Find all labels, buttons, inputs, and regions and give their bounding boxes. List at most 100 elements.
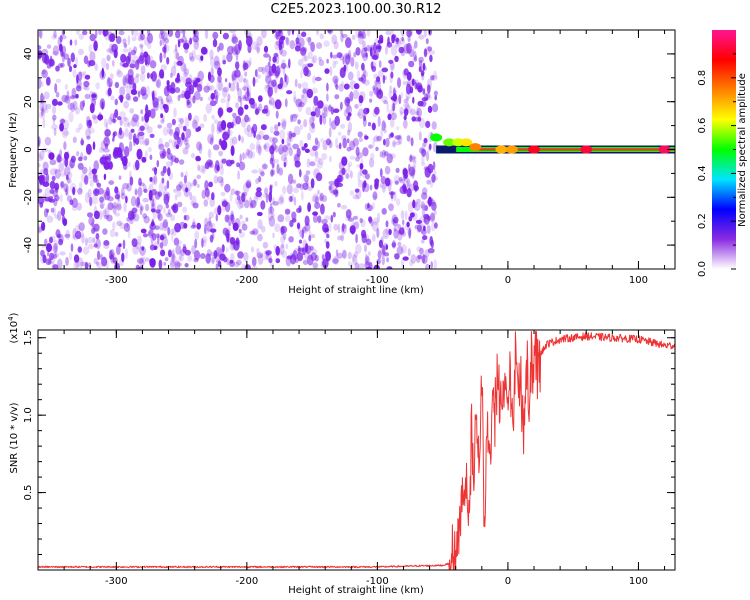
- noise-speckle: [343, 224, 347, 229]
- noise-speckle: [239, 231, 245, 238]
- noise-speckle: [206, 249, 212, 257]
- noise-speckle: [207, 134, 214, 145]
- noise-speckle: [84, 237, 88, 247]
- noise-speckle: [391, 240, 396, 249]
- noise-speckle: [107, 76, 111, 84]
- noise-speckle: [156, 78, 162, 89]
- noise-speckle: [160, 113, 164, 119]
- noise-speckle: [51, 261, 55, 269]
- noise-speckle: [274, 145, 279, 153]
- noise-speckle: [286, 90, 293, 95]
- noise-speckle: [133, 30, 139, 37]
- noise-speckle: [189, 192, 193, 201]
- noise-speckle: [313, 95, 319, 106]
- noise-speckle: [125, 55, 131, 65]
- noise-speckle: [152, 100, 159, 112]
- noise-speckle: [249, 143, 256, 151]
- noise-speckle: [247, 149, 253, 159]
- noise-speckle: [319, 33, 325, 40]
- noise-speckle: [415, 111, 420, 116]
- noise-speckle: [183, 187, 190, 198]
- noise-speckle: [402, 219, 405, 226]
- noise-speckle: [59, 34, 63, 43]
- noise-speckle: [75, 127, 81, 133]
- noise-speckle: [237, 251, 244, 259]
- noise-speckle: [337, 131, 342, 136]
- noise-speckle: [160, 249, 166, 257]
- noise-speckle: [167, 249, 172, 258]
- noise-speckle: [54, 168, 61, 179]
- noise-speckle: [305, 69, 311, 77]
- noise-speckle: [119, 118, 123, 126]
- noise-speckle: [114, 262, 120, 269]
- noise-speckle: [283, 161, 287, 168]
- noise-speckle: [396, 37, 399, 45]
- noise-speckle: [411, 168, 415, 179]
- noise-speckle: [363, 79, 370, 86]
- noise-speckle: [251, 266, 258, 269]
- noise-speckle: [194, 91, 201, 101]
- noise-speckle: [397, 233, 403, 241]
- noise-speckle: [256, 36, 263, 46]
- noise-speckle: [60, 172, 67, 177]
- noise-speckle: [116, 68, 121, 75]
- noise-speckle: [293, 186, 299, 194]
- noise-speckle: [272, 79, 277, 87]
- noise-speckle: [425, 38, 429, 45]
- noise-speckle: [122, 239, 126, 250]
- noise-speckle: [257, 95, 263, 102]
- noise-speckle: [351, 228, 355, 235]
- noise-speckle: [296, 251, 304, 262]
- noise-speckle: [383, 138, 386, 146]
- noise-speckle: [122, 182, 129, 190]
- noise-speckle: [429, 197, 434, 205]
- noise-speckle: [173, 107, 177, 118]
- noise-speckle: [378, 89, 382, 96]
- snr-panel: -300 -200 -100 0 100 0.51.01.5 Height of str…: [7, 312, 676, 596]
- noise-speckle: [215, 160, 220, 171]
- noise-speckle: [239, 153, 242, 164]
- noise-speckle: [181, 35, 187, 44]
- noise-speckle: [108, 116, 113, 125]
- noise-speckle: [213, 250, 218, 259]
- noise-speckle: [136, 148, 143, 160]
- noise-speckle: [211, 114, 216, 120]
- noise-speckle: [51, 175, 56, 182]
- noise-speckle: [43, 91, 50, 100]
- noise-speckle: [398, 176, 403, 182]
- noise-speckle: [218, 42, 224, 51]
- noise-speckle: [72, 100, 78, 111]
- noise-speckle: [162, 103, 168, 110]
- noise-speckle: [230, 159, 235, 165]
- noise-speckle: [120, 187, 125, 197]
- noise-speckle: [60, 207, 66, 217]
- noise-speckle: [368, 217, 372, 224]
- noise-speckle: [242, 96, 250, 102]
- noise-speckle: [393, 226, 397, 232]
- noise-speckle: [294, 160, 301, 168]
- noise-speckle: [196, 174, 202, 180]
- noise-speckle: [41, 107, 44, 117]
- noise-speckle: [263, 144, 267, 149]
- noise-speckle: [135, 73, 140, 78]
- noise-speckle: [381, 244, 386, 255]
- noise-speckle: [59, 118, 66, 124]
- noise-speckle: [297, 58, 304, 67]
- noise-speckle: [201, 238, 204, 248]
- noise-speckle: [71, 87, 77, 98]
- noise-speckle: [63, 53, 70, 60]
- noise-speckle: [280, 118, 287, 127]
- noise-speckle: [213, 175, 219, 184]
- noise-speckle: [356, 112, 362, 117]
- noise-speckle: [165, 94, 173, 103]
- noise-speckle: [156, 160, 160, 168]
- noise-speckle: [340, 234, 345, 242]
- noise-speckle: [107, 88, 111, 98]
- noise-speckle: [167, 30, 174, 37]
- noise-speckle: [244, 152, 248, 159]
- noise-speckle: [278, 30, 282, 34]
- noise-speckle: [136, 114, 140, 121]
- noise-speckle: [135, 159, 140, 171]
- noise-speckle: [211, 256, 215, 264]
- noise-speckle: [285, 243, 289, 250]
